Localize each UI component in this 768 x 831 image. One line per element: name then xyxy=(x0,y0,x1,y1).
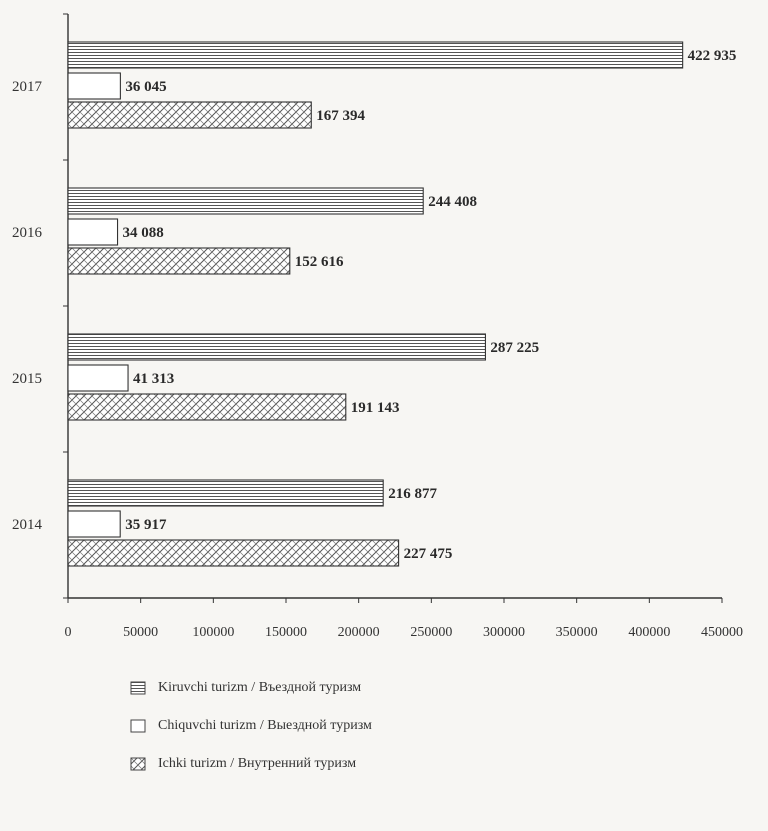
x-tick-label: 400000 xyxy=(628,625,670,640)
bar-crosshatch-2017 xyxy=(67,101,312,129)
legend-swatch-empty xyxy=(130,719,146,733)
bar-empty-2014 xyxy=(67,510,121,538)
legend-item-domestic: Ichki turizm / Внутренний туризм xyxy=(130,752,372,776)
data-label: 152 616 xyxy=(295,254,344,270)
x-tick-label: 300000 xyxy=(483,625,525,640)
data-label: 35 917 xyxy=(125,517,167,533)
bar-empty-2017 xyxy=(67,72,121,100)
bar-crosshatch-2015 xyxy=(67,393,347,421)
axes: 0 50000 100000 150000 200000 250000 300000 3500… xyxy=(12,13,743,640)
bar-chart-svg: 0 50000 100000 150000 200000 250000 300000 3500… xyxy=(12,13,743,640)
x-tick-label: 0 xyxy=(65,625,72,640)
y-category-label: 2014 xyxy=(12,517,43,533)
legend-item-inbound: Kiruvchi turizm / Въездной туризм xyxy=(130,676,372,700)
data-label: 227 475 xyxy=(404,546,453,562)
y-category-label: 2016 xyxy=(12,225,43,241)
bar-horizontal-lines-2017 xyxy=(67,41,684,69)
x-tick-label: 450000 xyxy=(701,625,743,640)
data-label: 191 143 xyxy=(351,400,400,416)
bar-empty-2015 xyxy=(67,364,129,392)
bar-horizontal-lines-2015 xyxy=(67,333,486,361)
data-label: 36 045 xyxy=(125,79,166,95)
x-tick-label: 250000 xyxy=(410,625,452,640)
bar-empty-2016 xyxy=(67,218,119,246)
x-tick-label: 200000 xyxy=(338,625,380,640)
data-label: 422 935 xyxy=(688,48,737,64)
legend-label-inbound: Kiruvchi turizm / Въездной туризм xyxy=(158,680,362,695)
data-labels: 422 935 36 045 167 394 244 408 34 088 152 616… xyxy=(123,48,737,562)
legend-item-outbound: Chiquvchi turizm / Выездной туризм xyxy=(130,714,372,738)
x-tick-label: 350000 xyxy=(556,625,598,640)
legend-swatch-crosshatch xyxy=(130,757,146,771)
data-label: 41 313 xyxy=(133,371,174,387)
data-label: 287 225 xyxy=(490,340,539,356)
data-label: 167 394 xyxy=(316,108,365,124)
x-tick-label: 150000 xyxy=(265,625,307,640)
bar-horizontal-lines-2016 xyxy=(67,187,424,215)
data-label: 244 408 xyxy=(428,194,477,210)
data-label: 34 088 xyxy=(123,225,164,241)
legend-label-domestic: Ichki turizm / Внутренний туризм xyxy=(158,756,357,771)
bar-crosshatch-2014 xyxy=(67,539,400,567)
data-label: 216 877 xyxy=(388,486,437,502)
y-category-label: 2017 xyxy=(12,79,43,95)
legend: Kiruvchi turizm / Въездной туризм Chiquv… xyxy=(130,676,372,790)
bar-horizontal-lines-2014 xyxy=(67,479,384,507)
bar-crosshatch-2016 xyxy=(67,247,291,275)
bars xyxy=(67,41,684,567)
x-tick-label: 100000 xyxy=(192,625,234,640)
legend-label-outbound: Chiquvchi turizm / Выездной туризм xyxy=(158,718,372,733)
legend-swatch-horizontal-lines xyxy=(130,681,146,695)
y-category-label: 2015 xyxy=(12,371,42,387)
x-tick-label: 50000 xyxy=(123,625,158,640)
